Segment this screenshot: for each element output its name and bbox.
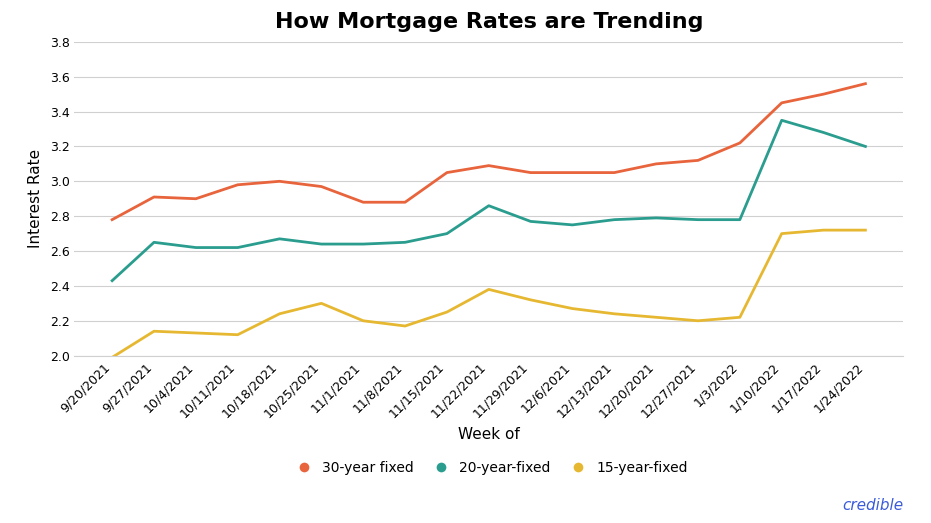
- Legend: 30-year fixed, 20-year-fixed, 15-year-fixed: 30-year fixed, 20-year-fixed, 15-year-fi…: [284, 456, 694, 481]
- Title: How Mortgage Rates are Trending: How Mortgage Rates are Trending: [275, 12, 703, 32]
- Text: credible: credible: [842, 497, 903, 513]
- X-axis label: Week of: Week of: [458, 427, 519, 442]
- Y-axis label: Interest Rate: Interest Rate: [28, 149, 43, 248]
